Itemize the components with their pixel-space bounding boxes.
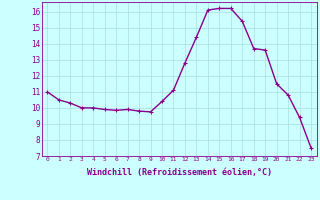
- X-axis label: Windchill (Refroidissement éolien,°C): Windchill (Refroidissement éolien,°C): [87, 168, 272, 177]
